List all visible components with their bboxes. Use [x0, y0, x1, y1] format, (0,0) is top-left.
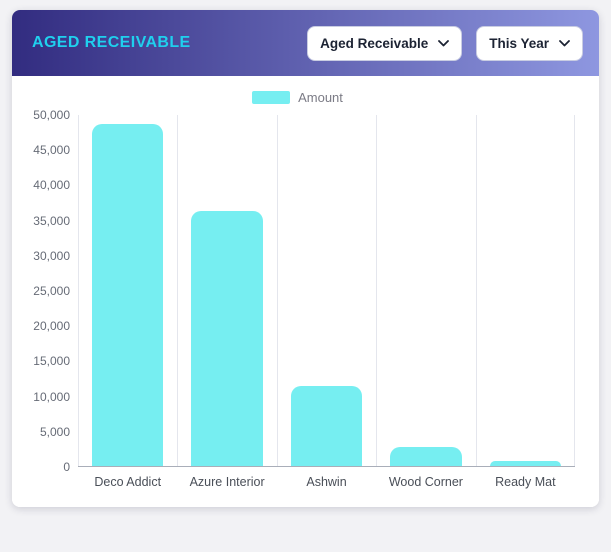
y-tick-label: 15,000 [33, 354, 70, 369]
y-axis: 0 5,000 10,000 15,000 20,000 25,000 30,000 35,0… [20, 108, 78, 474]
y-tick-label: 35,000 [33, 213, 70, 228]
x-axis-label: Deco Addict [94, 475, 162, 489]
category-band [177, 115, 276, 466]
category-band [277, 115, 376, 466]
gridline [475, 115, 477, 466]
gridline [376, 115, 378, 466]
page-title: AGED RECEIVABLE [32, 34, 191, 51]
x-axis: Deco Addict Azure Interior Ashwin Wood Corn… [78, 467, 575, 489]
chart-row: 0 5,000 10,000 15,000 20,000 25,000 30,000 35,0… [20, 108, 575, 474]
chart-area: Amount 0 5,000 10,000 15,000 20,000 25,000 30,… [12, 76, 599, 507]
period-dropdown[interactable]: This Year [476, 25, 583, 61]
y-tick-label: 50,000 [33, 108, 70, 122]
y-tick-label: 30,000 [33, 248, 70, 263]
bar-azure-interior[interactable] [191, 211, 263, 466]
x-axis-label: Azure Interior [189, 475, 265, 489]
bar-ashwin[interactable] [290, 386, 363, 466]
card-header: AGED RECEIVABLE Aged Receivable This Yea… [12, 10, 599, 76]
category-band [78, 115, 177, 466]
chevron-down-icon [559, 39, 570, 47]
y-tick-label: 0 [63, 460, 70, 474]
y-tick-label: 5,000 [39, 424, 70, 439]
y-tick-label: 40,000 [33, 178, 70, 193]
bar-ready-mat[interactable] [489, 461, 562, 466]
x-axis-label: Wood Corner [388, 475, 463, 489]
category-band [476, 115, 575, 466]
header-controls: Aged Receivable This Year [307, 25, 583, 61]
bar-deco-addict[interactable] [91, 124, 164, 466]
y-tick-label: 20,000 [33, 319, 70, 334]
x-axis-label: Ashwin [306, 475, 347, 489]
legend-item-amount[interactable]: Amount [20, 90, 575, 105]
plot-area [78, 115, 575, 467]
gridline [78, 115, 79, 466]
legend-swatch [252, 91, 291, 104]
report-type-dropdown[interactable]: Aged Receivable [307, 25, 463, 61]
period-dropdown-label: This Year [489, 35, 549, 51]
category-band [376, 115, 475, 466]
x-axis-label: Ready Mat [495, 475, 556, 489]
aged-receivable-card: AGED RECEIVABLE Aged Receivable This Yea… [12, 10, 599, 507]
chevron-down-icon [438, 39, 450, 47]
gridline [177, 115, 179, 466]
y-tick-label: 10,000 [33, 389, 70, 404]
bar-wood-corner[interactable] [390, 446, 462, 466]
gridline [574, 115, 575, 466]
report-type-dropdown-label: Aged Receivable [320, 35, 429, 51]
gridline [276, 115, 278, 466]
y-tick-label: 25,000 [33, 284, 70, 298]
legend-label: Amount [298, 90, 343, 105]
y-tick-label: 45,000 [33, 143, 70, 158]
